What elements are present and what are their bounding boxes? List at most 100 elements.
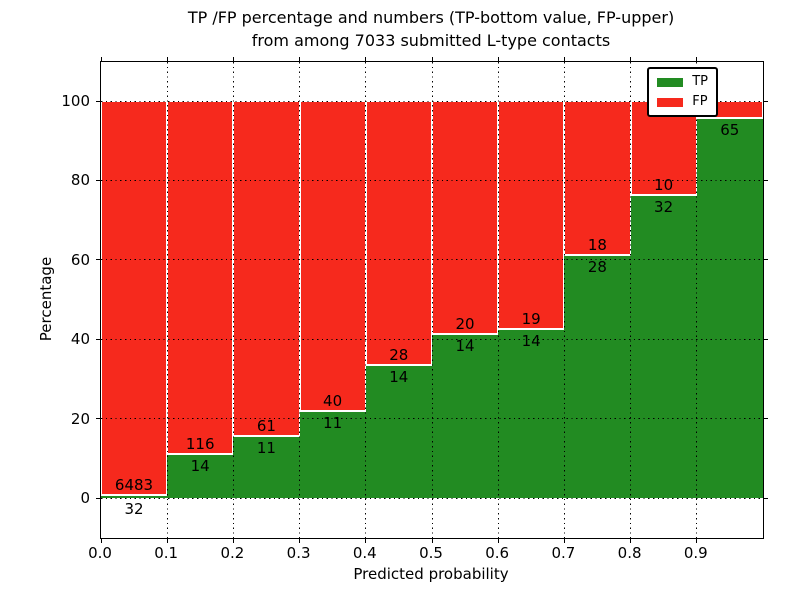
gridline-vertical [431,62,433,538]
tp-count-label: 65 [720,120,740,139]
fp-count-label: 40 [323,392,343,411]
fp-count-label: 116 [185,435,215,454]
x-tick-mark-top [232,57,234,62]
x-tick-mark [696,538,698,543]
bar-column-0.6 [498,101,565,498]
fp-count-label: 6483 [114,476,154,495]
y-tick-mark [96,179,101,181]
x-tick-mark-top [630,57,632,62]
gridline-vertical [232,62,234,538]
x-tick-label: 0.9 [683,544,708,562]
tp-segment [299,410,366,498]
legend-swatch-tp [657,77,684,87]
legend-swatch-fp [657,97,684,107]
x-tick-mark-top [299,57,301,62]
bar-column-0.9 [696,101,763,498]
bar-column-0.7 [564,101,631,498]
fp-count-label: 20 [455,314,475,333]
tp-count-label: 11 [256,439,276,458]
bar-column-0.2 [233,101,300,498]
tp-segment [564,254,631,498]
x-tick-mark [630,538,632,543]
tp-segment [432,332,499,498]
tp-segment [365,363,432,498]
y-tick-mark-right [763,338,768,340]
tp-count-label: 32 [124,500,144,518]
x-tick-mark [365,538,367,543]
x-tick-mark [232,538,234,543]
legend-item-tp: TP [657,75,708,89]
x-tick-label: 0.7 [551,544,576,562]
fp-count-label: 10 [654,175,674,194]
legend-label-fp: FP [692,94,708,109]
gridline-vertical [497,62,499,538]
x-tick-label: 0.0 [88,544,112,562]
x-tick-mark-top [365,57,367,62]
y-axis-label: Percentage [37,256,55,342]
x-tick-mark [497,538,499,543]
gridline-vertical [365,62,367,538]
y-tick-mark [96,259,101,261]
gridline-horizontal [101,497,763,499]
y-tick-mark-right [763,418,768,420]
chart-title-line1: TP /FP percentage and numbers (TP-bottom… [187,8,675,27]
y-tick-mark-right [763,179,768,181]
gridline-vertical [563,62,565,538]
tp-segment [630,193,697,498]
bar-column-0.0 [101,101,168,498]
y-tick-mark [96,338,101,340]
fp-count-label: 19 [521,309,541,328]
tp-count-label: 14 [455,336,475,355]
y-tick-mark-right [763,100,768,102]
y-tick-label: 0 [80,489,90,507]
x-tick-label: 0.5 [419,544,443,562]
x-tick-mark-top [100,57,102,62]
tp-segment [498,327,565,498]
bar-column-0.5 [432,101,499,498]
tp-count-label: 14 [190,457,210,476]
gridline-horizontal [101,259,763,261]
x-tick-label: 0.4 [352,544,377,562]
fp-count-label: 28 [389,345,409,364]
y-tick-label: 40 [70,330,90,349]
gridline-vertical [299,62,301,538]
x-tick-mark [166,538,168,543]
x-tick-label: 0.6 [485,544,510,562]
gridline-horizontal [101,100,763,102]
legend-item-fp: FP [657,95,708,109]
x-tick-mark [299,538,301,543]
gridline-vertical [166,62,168,538]
bar-column-0.8 [630,101,697,498]
bar-column-0.1 [167,101,234,498]
gridline-horizontal [101,179,763,181]
x-tick-mark-top [563,57,565,62]
x-axis-label: Predicted probability [353,565,509,583]
x-tick-label: 0.1 [154,544,179,562]
y-tick-label: 100 [61,92,90,110]
tp-count-label: 28 [587,258,607,277]
y-tick-mark [96,100,101,102]
x-tick-label: 0.8 [617,544,642,562]
fp-count-label: 18 [587,236,607,255]
tp-segment [101,494,168,498]
x-tick-mark-top [431,57,433,62]
fp-count-label: 61 [256,417,276,436]
x-tick-label: 0.3 [286,544,311,562]
x-tick-mark [100,538,102,543]
plot-area: 6483 32 116 14 61 11 40 11 28 14 20 14 19 14 18 28 10 32 6… [96,57,768,543]
tp-segment [696,116,763,498]
legend: TP FP [647,67,718,117]
gridline-horizontal [101,338,763,340]
tp-count-label: 32 [654,197,674,216]
tp-count-label: 14 [389,367,409,386]
y-tick-mark [96,418,101,420]
bar-column-0.3 [299,101,366,498]
gridline-vertical [696,62,698,538]
tp-segment [167,453,234,498]
x-tick-mark [431,538,433,543]
tp-count-label: 11 [323,414,343,433]
legend-label-tp: TP [692,74,708,89]
x-tick-label: 0.2 [220,544,245,562]
gridline-vertical [630,62,632,538]
